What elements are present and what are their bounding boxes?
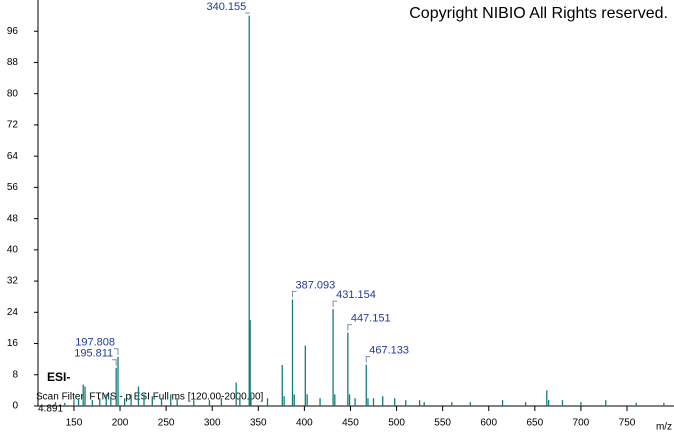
- y-tick-label: 32: [7, 276, 19, 287]
- peak-label: 467.133: [369, 345, 409, 357]
- x-tick-label: 450: [342, 418, 359, 429]
- peak-label: 197.808: [75, 337, 115, 349]
- x-tick-label: 550: [434, 418, 451, 429]
- label-bracket: [245, 12, 250, 14]
- x-tick-label: 600: [480, 418, 497, 429]
- ionization-label: ESI-: [47, 370, 70, 384]
- y-tick-label: 64: [7, 151, 19, 162]
- y-tick-label: 88: [7, 57, 19, 68]
- label-bracket: [291, 290, 297, 298]
- y-tick-label: 8: [12, 369, 18, 380]
- y-tick-label: 0: [12, 401, 18, 412]
- x-tick-label: 350: [250, 418, 267, 429]
- label-bracket: [332, 300, 338, 308]
- y-tick-label: 56: [7, 182, 19, 193]
- peak-label: 340.155: [206, 1, 246, 13]
- x-tick-label: 400: [296, 418, 313, 429]
- label-bracket: [112, 359, 117, 366]
- x-tick-label: 300: [204, 418, 221, 429]
- label-bracket: [347, 324, 352, 331]
- y-tick-label: 80: [7, 88, 19, 99]
- peak-label: 387.093: [295, 279, 335, 291]
- scan-filter: Scan Filter: FTMS - p ESI Full ms [120.0…: [36, 392, 264, 403]
- x-axis-label: m/z: [656, 422, 672, 433]
- label-bracket: [114, 348, 119, 355]
- x-tick-label: 150: [66, 418, 83, 429]
- x-tick-label: 250: [158, 418, 175, 429]
- peak-label: 447.151: [351, 313, 391, 325]
- y-tick-label: 48: [7, 213, 19, 224]
- x-tick-label: 750: [619, 418, 636, 429]
- peak-label: 431.154: [336, 289, 376, 301]
- x-tick-label: 500: [388, 418, 405, 429]
- y-tick-label: 24: [7, 307, 19, 318]
- y-tick-label: 40: [7, 244, 19, 255]
- label-bracket: [365, 356, 371, 363]
- x-tick-label: 200: [112, 418, 129, 429]
- x-tick-label: 700: [573, 418, 590, 429]
- y-tick-label: 72: [7, 120, 19, 131]
- y-tick-label: 96: [7, 26, 19, 37]
- x-tick-label: 650: [526, 418, 543, 429]
- peak-label: 195.811: [74, 348, 113, 360]
- copyright: Copyright NIBIO All Rights reserved.: [409, 5, 668, 22]
- y-tick-label: 16: [7, 338, 19, 349]
- intensity-level: 4.891: [38, 404, 63, 415]
